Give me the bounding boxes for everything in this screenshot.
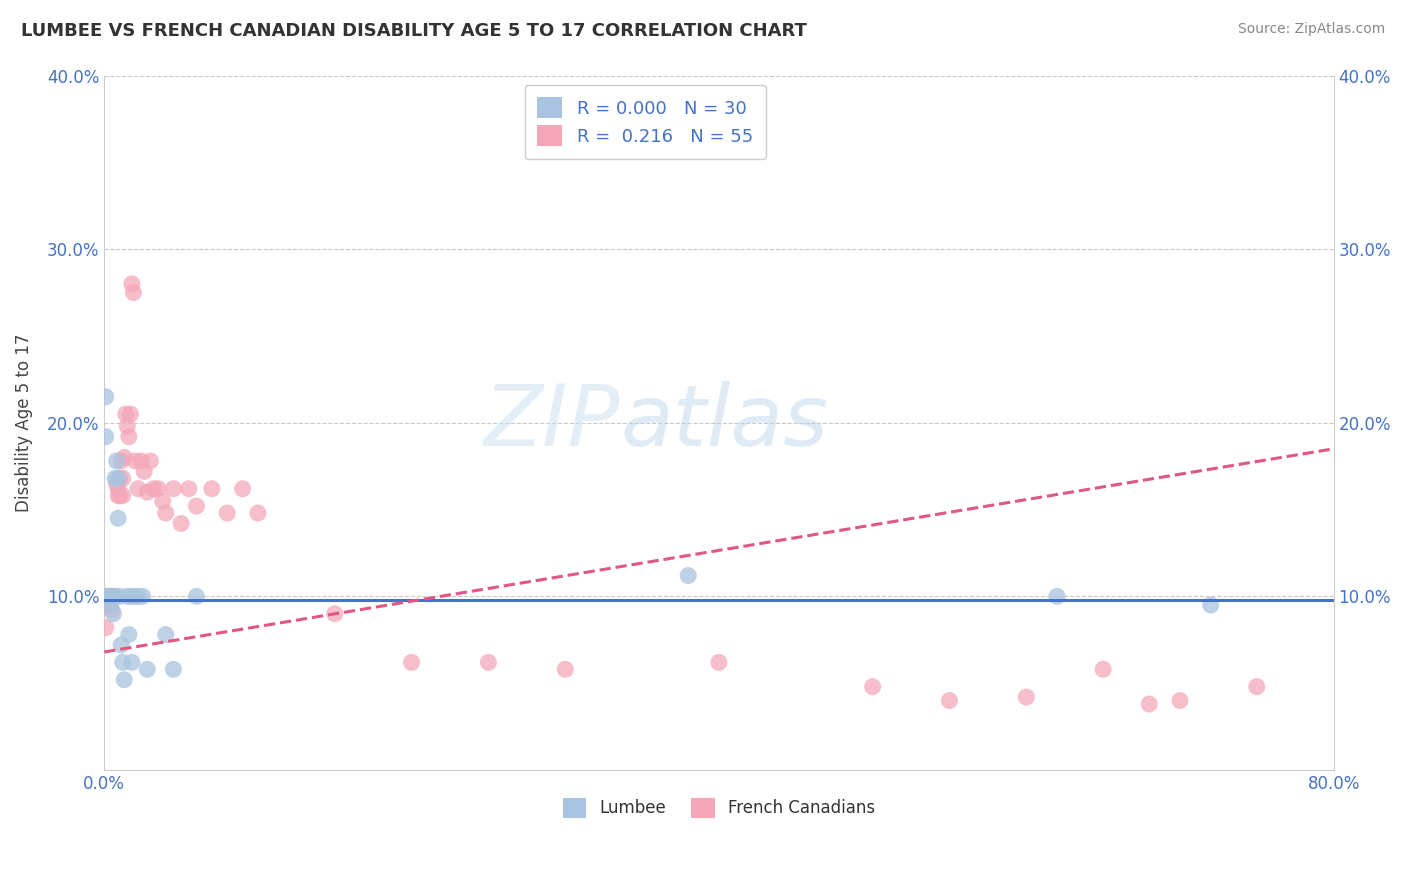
Point: [112, 673, 135, 687]
Point: [155, 627, 177, 641]
Point: [707, 656, 730, 670]
Point: [103, 590, 125, 604]
Point: [97, 598, 120, 612]
Point: [1092, 662, 1115, 676]
Point: [170, 516, 193, 531]
Point: [1015, 690, 1038, 704]
Point: [201, 482, 224, 496]
Point: [101, 603, 124, 617]
Point: [108, 471, 131, 485]
Point: [177, 482, 200, 496]
Point: [152, 494, 174, 508]
Text: LUMBEE VS FRENCH CANADIAN DISABILITY AGE 5 TO 17 CORRELATION CHART: LUMBEE VS FRENCH CANADIAN DISABILITY AGE…: [21, 22, 807, 40]
Point: [1046, 590, 1069, 604]
Point: [94, 590, 117, 604]
Point: [124, 590, 146, 604]
Point: [118, 430, 141, 444]
Point: [136, 485, 159, 500]
Point: [100, 590, 122, 604]
Point: [94, 621, 117, 635]
Point: [112, 450, 135, 465]
Point: [186, 499, 208, 513]
Point: [107, 482, 129, 496]
Point: [142, 482, 165, 496]
Text: Source: ZipAtlas.com: Source: ZipAtlas.com: [1237, 22, 1385, 37]
Point: [103, 590, 125, 604]
Point: [122, 285, 145, 300]
Point: [938, 693, 960, 707]
Point: [107, 489, 129, 503]
Point: [110, 638, 132, 652]
Point: [124, 454, 146, 468]
Point: [676, 568, 699, 582]
Point: [217, 506, 239, 520]
Point: [162, 662, 184, 676]
Point: [117, 419, 139, 434]
Text: ZIP: ZIP: [484, 381, 620, 464]
Point: [118, 627, 141, 641]
Point: [554, 662, 576, 676]
Point: [131, 590, 153, 604]
Point: [108, 489, 131, 503]
Point: [401, 656, 423, 670]
Point: [111, 489, 134, 503]
Point: [121, 277, 143, 291]
Point: [120, 407, 142, 421]
Point: [105, 454, 128, 468]
Point: [101, 590, 124, 604]
Point: [186, 590, 208, 604]
Point: [246, 506, 269, 520]
Point: [117, 590, 139, 604]
Point: [1168, 693, 1191, 707]
Point: [97, 590, 120, 604]
Point: [111, 471, 134, 485]
Point: [139, 454, 162, 468]
Point: [162, 482, 184, 496]
Point: [232, 482, 254, 496]
Point: [129, 454, 152, 468]
Point: [108, 590, 131, 604]
Point: [94, 430, 117, 444]
Point: [107, 511, 129, 525]
Point: [114, 407, 136, 421]
Point: [127, 482, 149, 496]
Point: [105, 476, 128, 491]
Point: [862, 680, 884, 694]
Point: [1246, 680, 1268, 694]
Point: [96, 590, 118, 604]
Point: [477, 656, 499, 670]
Legend: Lumbee, French Canadians: Lumbee, French Canadians: [557, 791, 882, 824]
Point: [120, 590, 142, 604]
Point: [1199, 598, 1222, 612]
Point: [94, 390, 117, 404]
Point: [107, 471, 129, 485]
Text: atlas: atlas: [620, 381, 828, 464]
Point: [1137, 697, 1160, 711]
Point: [323, 607, 346, 621]
Point: [110, 454, 132, 468]
Point: [127, 590, 149, 604]
Point: [101, 590, 124, 604]
Point: [136, 662, 159, 676]
Point: [155, 506, 177, 520]
Point: [103, 607, 125, 621]
Y-axis label: Disability Age 5 to 17: Disability Age 5 to 17: [15, 334, 32, 512]
Point: [121, 656, 143, 670]
Point: [104, 590, 127, 604]
Point: [104, 471, 127, 485]
Point: [100, 598, 122, 612]
Point: [94, 598, 117, 612]
Point: [111, 656, 134, 670]
Point: [134, 464, 156, 478]
Point: [146, 482, 169, 496]
Point: [96, 590, 118, 604]
